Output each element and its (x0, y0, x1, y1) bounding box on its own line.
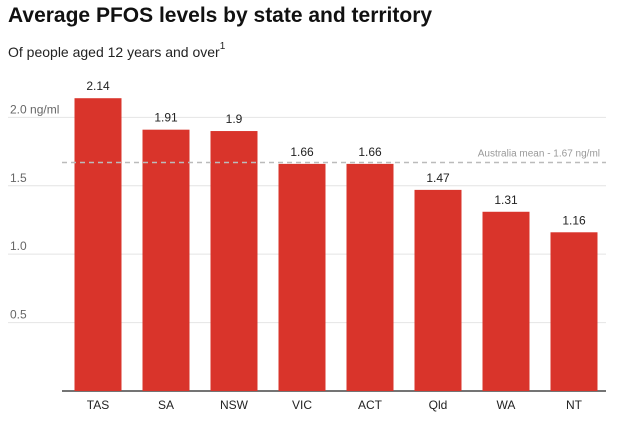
x-tick-label: TAS (87, 398, 109, 412)
data-label: 1.91 (154, 111, 178, 125)
data-label: 1.66 (358, 145, 382, 159)
bar-act (346, 163, 394, 391)
data-label: 1.16 (562, 213, 586, 227)
bar-vic (278, 163, 326, 391)
x-tick-label: NSW (220, 398, 249, 412)
y-tick-label: 1.5 (10, 171, 27, 185)
x-tick-label: NT (566, 398, 583, 412)
bars (74, 98, 598, 391)
data-label: 2.14 (86, 79, 110, 93)
chart-title: Average PFOS levels by state and territo… (8, 4, 433, 27)
x-tick-label: Qld (429, 398, 448, 412)
data-label: 1.31 (494, 193, 518, 207)
bar-nsw (210, 131, 258, 391)
x-tick-label: VIC (292, 398, 312, 412)
reference-line-label: Australia mean - 1.67 ng/ml (478, 149, 600, 160)
chart-subtitle: Of people aged 12 years and over1 (8, 41, 226, 60)
data-label: 1.9 (226, 112, 243, 126)
labels: 0.5 1.0 1.5 2.0 ng/ml 2.14 TAS 1.91 SA 1.9 NSW 1.6… (10, 79, 586, 412)
bar-sa (142, 129, 190, 391)
bar-qld (414, 189, 462, 391)
subtitle-text: Of people aged 12 years and over (8, 44, 220, 60)
data-label: 1.66 (290, 145, 314, 159)
data-label: 1.47 (426, 171, 450, 185)
x-tick-label: WA (497, 398, 516, 412)
bar-tas (74, 98, 122, 391)
bar-wa (482, 211, 530, 391)
x-tick-label: ACT (358, 398, 383, 412)
reference-line-group: Australia mean - 1.67 ng/ml (62, 149, 606, 164)
subtitle-footnote-marker: 1 (219, 41, 226, 53)
y-tick-label: 1.0 (10, 239, 27, 253)
x-tick-label: SA (158, 398, 174, 412)
y-tick-label: 2.0 ng/ml (10, 102, 59, 116)
y-tick-label: 0.5 (10, 308, 27, 322)
bar-nt (550, 232, 598, 391)
